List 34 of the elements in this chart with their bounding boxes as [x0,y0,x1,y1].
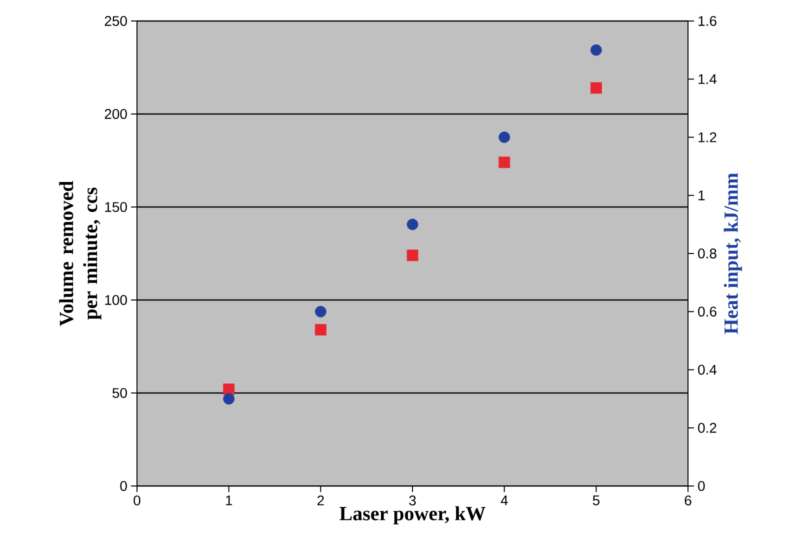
y2-tick-label: 0.2 [698,422,716,433]
x-tick-label: 4 [500,496,508,506]
y-tick-label: 50 [112,388,127,398]
x-tick-label: 5 [592,496,600,506]
y2-tick-label: 0.4 [698,364,717,375]
point [314,324,326,336]
y2-tick-label: 0.6 [698,306,716,317]
y2-axis-title: Heat input, kJ/mm [724,173,742,334]
point [223,393,235,405]
x-tick-label: 1 [226,496,232,506]
point [590,82,602,94]
y2-tick-label: 1 [698,190,705,200]
x-axis-title: Laser power, kW [340,506,486,524]
y2-tick-label: 1.6 [698,16,716,26]
x-tick-label: 3 [409,496,416,506]
y2-tick-label: 1.4 [698,74,717,84]
y-axis-title: Volume removed per minute, ccs [59,180,102,326]
x-tick-label: 2 [317,496,324,506]
y2-tick-label: 0 [698,481,705,491]
x-tick-label: 0 [134,496,140,506]
y2-tick-label: 0.8 [698,248,716,258]
point [590,44,602,56]
point [498,132,510,143]
y2-tick-label: 1.2 [698,132,716,142]
y-tick-label: 100 [105,295,127,305]
point [406,250,418,262]
point [406,218,418,230]
x-tick-label: 6 [684,496,692,506]
y-tick-label: 200 [104,109,127,119]
point [498,156,510,168]
y-tick-label: 150 [105,202,127,212]
y-tick-label: 0 [120,481,127,491]
y-tick-label: 250 [104,16,127,26]
point [314,306,326,318]
